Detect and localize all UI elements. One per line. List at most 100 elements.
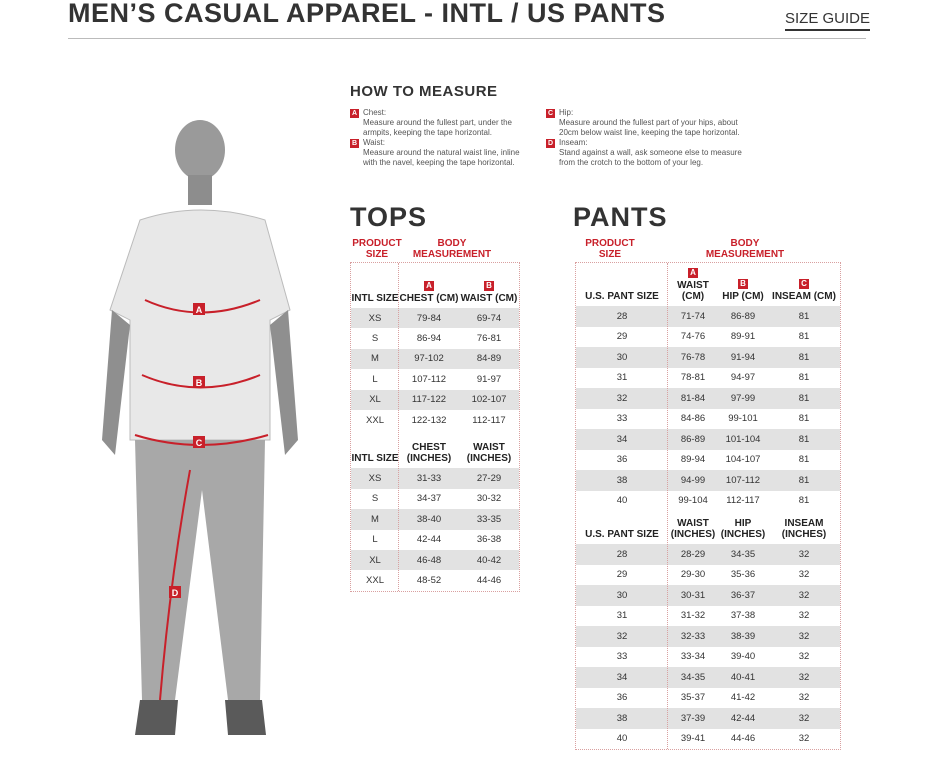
table-cell: 32 [616,630,628,642]
table-cell: 33 [616,651,628,663]
table-cell: 107-112 [411,373,447,385]
table-cell: 40-42 [476,554,502,566]
t-shirt [109,209,291,441]
header-text: WAIST (INCHES) [670,518,716,540]
table-cell: 112-117 [472,414,506,426]
table-cell: 81 [798,433,810,445]
table-cell: 107-112 [725,474,761,486]
table-cell: 37-39 [680,712,706,724]
table-cell: 91-97 [476,373,502,385]
table-row: 40 39-41 44-46 32 [576,729,840,750]
table-cell: 81 [798,310,810,322]
cm-header-row: INTL SIZE A CHEST (CM) B WAIST (CM) [351,263,519,308]
table-cell: M [371,513,379,525]
column-header: INTL SIZE [351,453,399,464]
table-cell: 36-37 [730,589,756,601]
table-row: 36 89-94 104-107 81 [576,450,840,471]
header-text: HIP (CM) [722,291,764,302]
measure-col-right: C Hip: Measure around the fullest part of … [546,108,746,168]
tops-body-measurement: BODY MEASUREMENT [412,238,492,260]
table-cell: 32 [798,651,810,663]
arms [102,310,298,455]
label-d: D [172,588,179,598]
table-cell: 32 [798,671,810,683]
column-header: U.S. PANT SIZE [576,529,668,540]
table-cell: 34-37 [416,493,442,505]
table-cell: 28 [616,548,628,560]
table-cell: 28-29 [680,548,706,560]
letter-badge: A [424,281,434,291]
measure-item-hip: C Hip: Measure around the fullest part of … [546,108,746,138]
table-cell: 29 [616,569,628,581]
table-cell: 104-107 [725,454,761,466]
letter-badge: C [546,109,555,118]
table-cell: 38-40 [416,513,442,525]
pants-product-size: PRODUCT SIZE [585,238,635,260]
table-cell: 81 [798,392,810,404]
table-cell: 79-84 [416,312,442,324]
table-cell: 34 [616,671,628,683]
table-cell: 35-37 [680,692,706,704]
how-to-measure-title: HOW TO MEASURE [350,83,498,100]
table-row: XS 79-84 69-74 [351,308,519,329]
column-divider [398,263,399,591]
table-cell: 28 [616,310,628,322]
header-text: CHEST (INCHES) [406,442,452,465]
column-header: B WAIST (CM) [459,280,519,304]
tops-table: INTL SIZE A CHEST (CM) B WAIST (CM) XS 79-84 69… [350,262,520,592]
table-row: 28 28-29 34-35 32 [576,544,840,565]
table-row: XL 117-122 102-107 [351,389,519,410]
table-cell: 33-35 [476,513,502,525]
table-row: XL 46-48 40-42 [351,549,519,571]
divider [68,38,866,39]
table-cell: 36-38 [476,534,502,546]
measure-line-d [159,469,191,701]
table-cell: L [372,534,378,546]
header-text: U.S. PANT SIZE [585,529,659,540]
table-cell: 112-117 [726,495,760,507]
table-cell: XS [368,473,382,485]
table-row: 29 74-76 89-91 81 [576,327,840,348]
table-cell: 94-97 [730,372,756,384]
table-cell: 117-122 [411,394,447,406]
table-row: 38 94-99 107-112 81 [576,470,840,491]
table-cell: 97-102 [414,353,444,365]
letter-badge: D [546,139,555,148]
table-cell: 41-42 [730,692,756,704]
table-row: 40 99-104 112-117 81 [576,491,840,512]
table-cell: 81 [798,331,810,343]
header-text: WAIST (CM) [677,280,709,302]
measure-item-inseam: D Inseam: Stand against a wall, ask someon… [546,138,746,168]
table-cell: 89-91 [730,331,756,343]
table-cell: 122-132 [411,414,447,426]
table-row: S 34-37 30-32 [351,489,519,509]
label-c: C [196,438,203,448]
table-cell: 86-89 [730,310,756,322]
table-row: 36 35-37 41-42 32 [576,688,840,709]
table-cell: 76-78 [680,351,706,363]
table-row: 32 32-33 38-39 32 [576,626,840,647]
cm-header-row: U.S. PANT SIZE A WAIST (CM) B HIP (CM) C INSEA… [576,263,840,306]
size-guide-label: SIZE GUIDE [785,10,871,31]
table-cell: 36 [616,454,628,466]
tops-product-size: PRODUCT SIZE [352,238,402,260]
table-row: M 97-102 84-89 [351,348,519,370]
table-cell: 102-107 [471,394,507,406]
table-cell: 32 [798,692,810,704]
table-cell: 29-30 [680,569,706,581]
table-cell: 32 [798,630,810,642]
table-cell: 31 [616,372,628,384]
table-cell: 30-32 [476,493,502,505]
shoes [135,700,266,735]
column-divider [667,263,668,749]
header-text: INTL SIZE [351,293,399,304]
measure-item-chest: A Chest: Measure around the fullest part, … [350,108,530,138]
table-cell: 40-41 [730,671,756,683]
table-cell: 89-94 [680,454,706,466]
head [175,120,225,180]
header-text: CHEST (CM) [399,293,459,304]
table-cell: 69-74 [476,312,502,324]
table-cell: 39-40 [730,651,756,663]
table-cell: 37-38 [730,610,756,622]
table-row: 31 31-32 37-38 32 [576,606,840,627]
